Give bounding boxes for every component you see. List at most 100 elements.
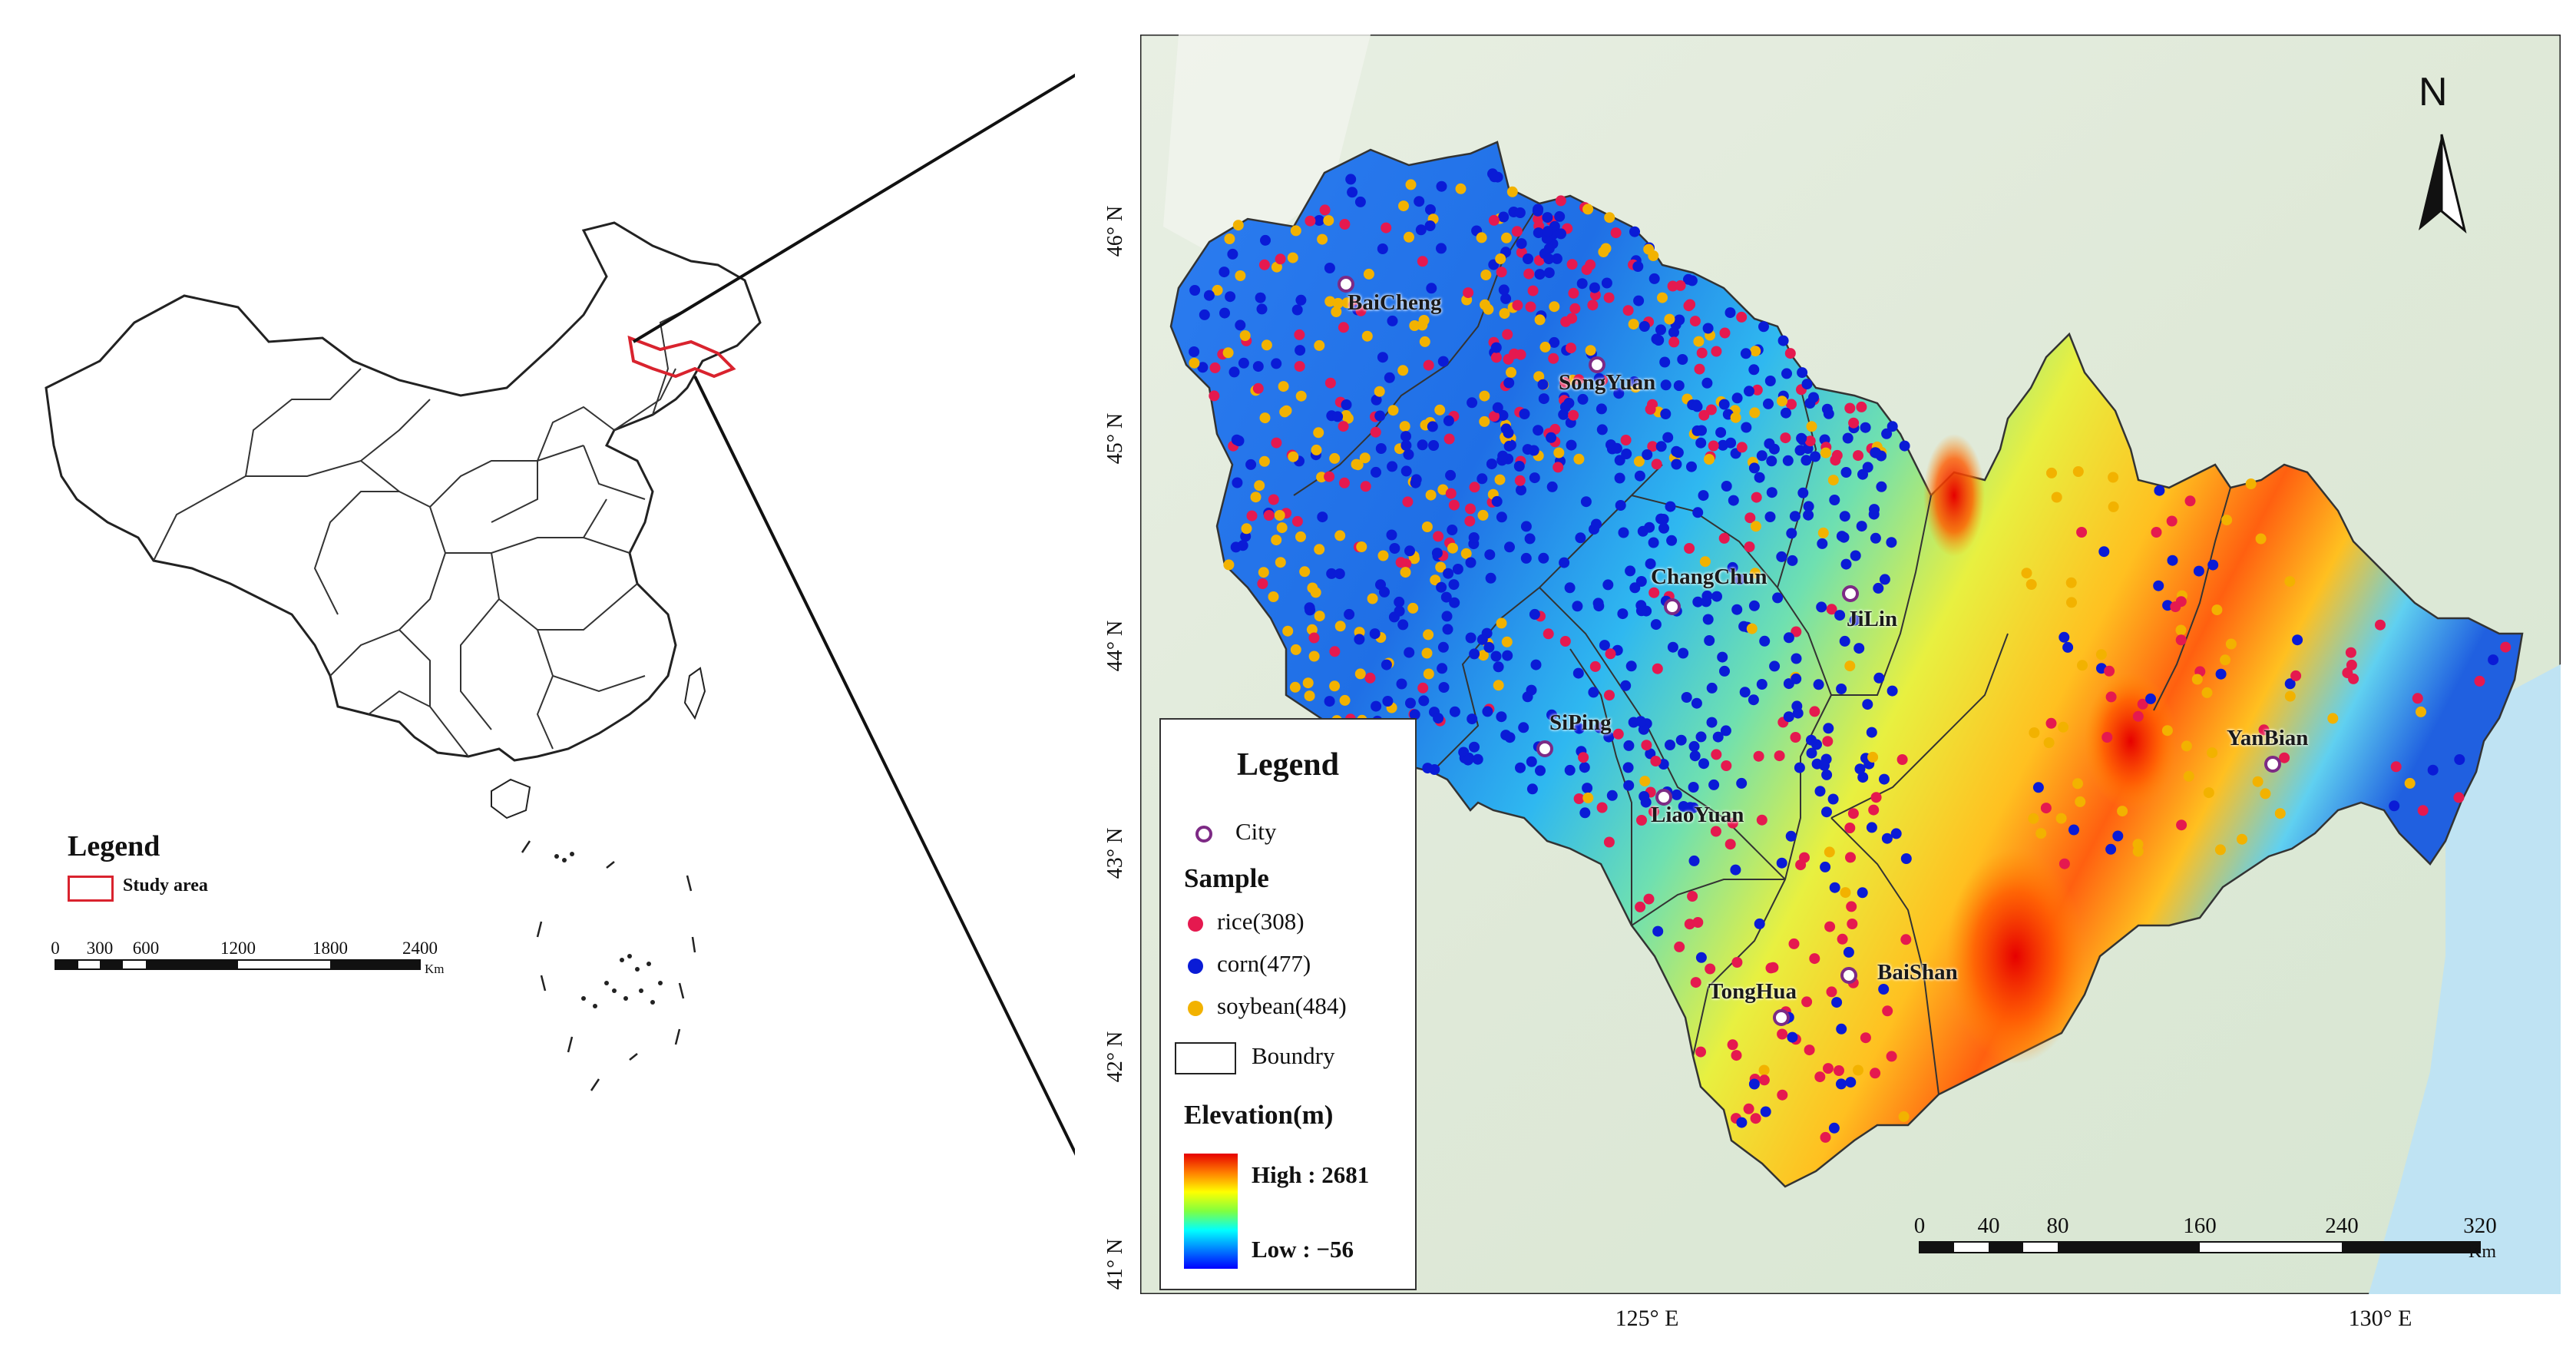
boundary-swatch bbox=[1175, 1042, 1236, 1074]
city-marker-changchun bbox=[1664, 598, 1681, 615]
sample-point-corn bbox=[1485, 572, 1496, 584]
sample-point-corn bbox=[1813, 679, 1824, 690]
sample-point-corn bbox=[1354, 196, 1366, 207]
city-label-jilin: JiLin bbox=[1847, 607, 1898, 631]
sample-point-corn bbox=[1317, 512, 1328, 523]
sample-point-rice bbox=[1774, 750, 1785, 762]
sample-point-corn bbox=[1756, 450, 1767, 462]
sample-point-corn bbox=[1777, 335, 1789, 346]
sample-point-corn bbox=[2193, 565, 2204, 577]
sample-point-rice bbox=[1753, 750, 1764, 762]
legend-rice-label: rice(308) bbox=[1217, 908, 1305, 935]
sample-point-corn bbox=[1472, 753, 1483, 765]
sample-point-soybean bbox=[1354, 668, 1366, 680]
sample-point-corn bbox=[1437, 663, 1448, 674]
sample-point-corn bbox=[1440, 591, 1452, 603]
sample-point-corn bbox=[1803, 509, 1814, 521]
city-label-songyuan: SongYuan bbox=[1559, 370, 1656, 395]
city-label-baicheng: BaiCheng bbox=[1348, 290, 1442, 315]
sample-point-corn bbox=[1614, 472, 1625, 484]
connector-bottom bbox=[693, 376, 1075, 1156]
sample-point-soybean bbox=[1276, 522, 1288, 534]
sample-point-soybean bbox=[1827, 475, 1839, 486]
sample-point-corn bbox=[1823, 723, 1834, 734]
sample-point-rice bbox=[1718, 532, 1730, 544]
sample-point-corn bbox=[1504, 732, 1516, 743]
sample-point-corn bbox=[1794, 445, 1806, 456]
legend-high-label: High : 2681 bbox=[1252, 1161, 1370, 1188]
sample-point-corn bbox=[1701, 377, 1713, 389]
sample-point-corn bbox=[1496, 512, 1507, 523]
sample-point-corn bbox=[1538, 393, 1549, 405]
sample-point-corn bbox=[1344, 608, 1355, 620]
sample-point-corn bbox=[2112, 830, 2124, 842]
sample-point-corn bbox=[1425, 204, 1436, 215]
sample-point-soybean bbox=[1329, 680, 1341, 692]
sample-point-soybean bbox=[1235, 270, 1246, 281]
sample-point-corn bbox=[1503, 440, 1515, 452]
sample-point-soybean bbox=[1494, 474, 1506, 485]
sample-point-soybean bbox=[1224, 233, 1235, 244]
sample-point-corn bbox=[1791, 700, 1803, 712]
sample-point-corn bbox=[1291, 304, 1303, 316]
sample-point-rice bbox=[1830, 455, 1841, 466]
sample-point-soybean bbox=[2077, 660, 2088, 671]
sample-point-corn bbox=[1227, 248, 1238, 260]
sample-point-soybean bbox=[1334, 530, 1346, 541]
sample-point-rice bbox=[1643, 893, 1655, 905]
sample-point-rice bbox=[1834, 1065, 1844, 1076]
sample-point-corn bbox=[1736, 1117, 1748, 1128]
plain-area bbox=[1163, 35, 1371, 265]
city-marker-baishan bbox=[1840, 967, 1857, 984]
main-scale-bar bbox=[1919, 1241, 2481, 1253]
sample-point-corn bbox=[1796, 432, 1807, 444]
sample-point-soybean bbox=[2225, 638, 2237, 650]
sample-point-corn bbox=[1642, 449, 1653, 460]
sample-point-rice bbox=[1751, 384, 1763, 396]
sample-point-rice bbox=[2390, 761, 2402, 773]
sample-point-corn bbox=[1674, 314, 1685, 326]
sample-point-rice bbox=[2453, 792, 2465, 803]
sample-point-rice bbox=[1824, 921, 1836, 932]
sample-point-rice bbox=[1568, 409, 1579, 421]
sample-point-corn bbox=[1516, 238, 1527, 250]
sample-point-soybean bbox=[1409, 320, 1420, 331]
sample-point-corn bbox=[1551, 253, 1562, 264]
sample-point-corn bbox=[1744, 386, 1754, 397]
sample-point-corn bbox=[1524, 533, 1536, 545]
sample-point-rice bbox=[1844, 823, 1856, 833]
sample-point-corn bbox=[1219, 267, 1230, 278]
sample-points bbox=[1189, 168, 2512, 1143]
sample-point-corn bbox=[1437, 356, 1449, 367]
sample-point-corn bbox=[1443, 415, 1454, 426]
sample-point-rice bbox=[1856, 401, 1867, 412]
corn-dot-icon bbox=[1188, 958, 1203, 974]
legend-corn-label: corn(477) bbox=[1217, 950, 1311, 977]
sample-point-rice bbox=[2175, 634, 2187, 646]
sample-point-rice bbox=[1489, 411, 1500, 422]
sample-point-corn bbox=[1232, 477, 1243, 488]
sample-point-corn bbox=[1529, 608, 1540, 620]
sample-point-corn bbox=[1436, 180, 1447, 192]
sample-point-soybean bbox=[2201, 687, 2213, 698]
sample-point-soybean bbox=[1223, 559, 1235, 571]
sample-point-soybean bbox=[2025, 579, 2037, 590]
sample-point-soybean bbox=[1268, 591, 1279, 602]
legend-low-label: Low : −56 bbox=[1252, 1236, 1354, 1263]
scale-tick: 240 bbox=[2325, 1213, 2359, 1238]
sample-point-rice bbox=[1355, 305, 1367, 316]
sample-point-corn bbox=[1504, 541, 1515, 553]
sample-point-corn bbox=[1379, 586, 1390, 598]
sample-point-rice bbox=[1465, 503, 1476, 515]
sample-point-soybean bbox=[1476, 232, 1487, 243]
sample-point-corn bbox=[1667, 641, 1678, 653]
sample-point-soybean bbox=[1189, 357, 1200, 369]
sample-point-corn bbox=[1498, 211, 1510, 223]
sample-point-rice bbox=[1687, 891, 1698, 902]
sample-point-corn bbox=[1564, 764, 1576, 776]
sample-point-corn bbox=[1701, 596, 1712, 608]
sample-point-soybean bbox=[1493, 680, 1504, 691]
sample-point-corn bbox=[1887, 421, 1898, 432]
lat-label: 45° N bbox=[1103, 412, 1128, 465]
sample-point-rice bbox=[1209, 390, 1220, 402]
